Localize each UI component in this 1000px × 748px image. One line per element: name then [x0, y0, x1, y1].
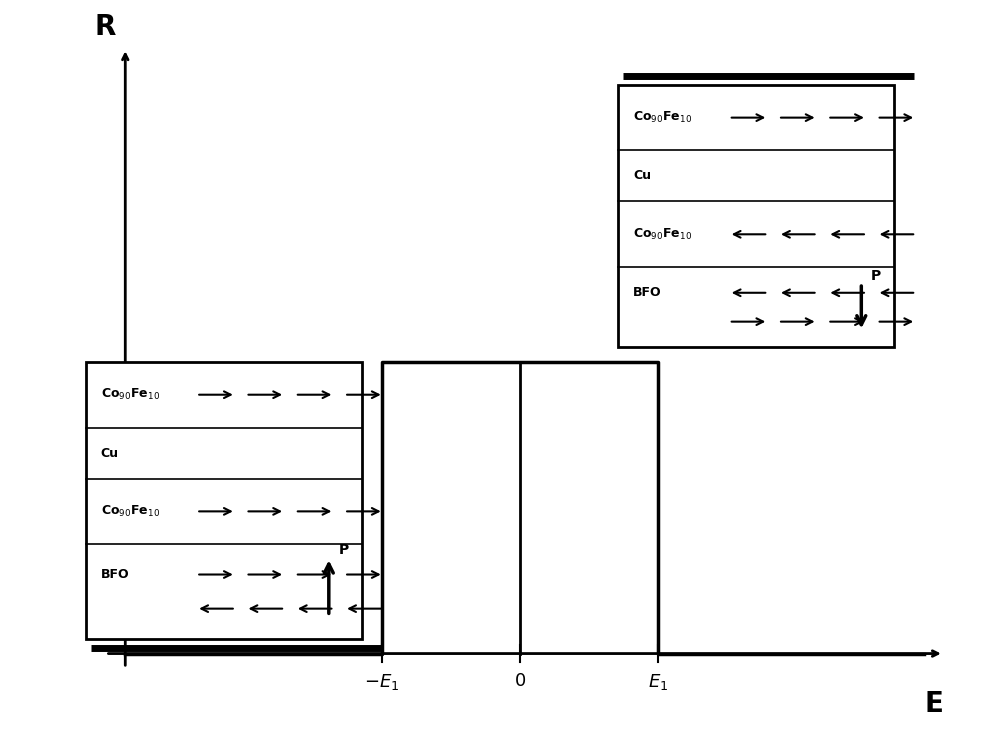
Text: E: E: [924, 690, 943, 718]
Text: $-E_1$: $-E_1$: [364, 672, 399, 692]
Text: $0$: $0$: [514, 672, 526, 690]
Text: Co$_{90}$Fe$_{10}$: Co$_{90}$Fe$_{10}$: [101, 387, 160, 402]
Text: Cu: Cu: [101, 447, 119, 459]
Text: Co$_{90}$Fe$_{10}$: Co$_{90}$Fe$_{10}$: [101, 504, 160, 519]
Text: $E_1$: $E_1$: [648, 672, 668, 692]
Text: BFO: BFO: [101, 568, 129, 581]
Bar: [618, 85, 894, 347]
Text: P: P: [871, 269, 881, 283]
Text: Cu: Cu: [633, 170, 651, 183]
Text: Co$_{90}$Fe$_{10}$: Co$_{90}$Fe$_{10}$: [633, 110, 692, 125]
Bar: [86, 362, 362, 639]
Text: R: R: [94, 13, 115, 41]
Text: Co$_{90}$Fe$_{10}$: Co$_{90}$Fe$_{10}$: [633, 227, 692, 242]
Text: BFO: BFO: [633, 286, 662, 299]
Text: P: P: [339, 544, 349, 557]
